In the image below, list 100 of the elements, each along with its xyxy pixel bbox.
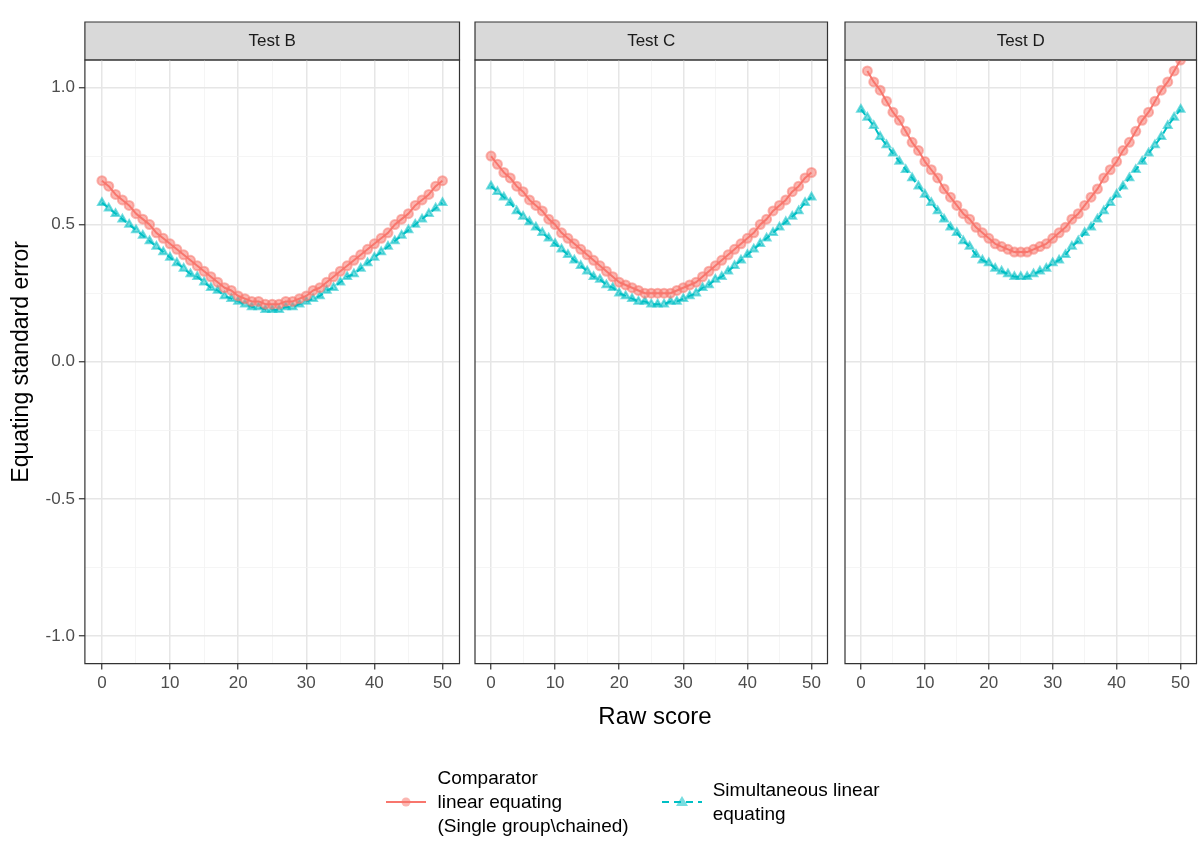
point [1085, 191, 1097, 203]
point [436, 175, 448, 187]
point [761, 232, 772, 242]
point [549, 219, 561, 231]
x-tick-label: 30 [296, 673, 316, 693]
point [575, 260, 586, 270]
point [768, 227, 778, 237]
point [165, 252, 175, 261]
point [1162, 120, 1173, 130]
point [185, 268, 196, 278]
point [938, 183, 950, 195]
point [1028, 268, 1039, 278]
point [874, 84, 886, 96]
x-tick-label: 10 [915, 673, 935, 693]
x-axis-title: Raw score [597, 702, 713, 730]
point [971, 249, 981, 259]
point [205, 271, 217, 283]
point [543, 232, 554, 242]
point [1086, 221, 1096, 231]
y-tick-label: 1.0 [51, 77, 75, 97]
point [748, 243, 759, 253]
point [382, 227, 394, 239]
point [607, 271, 619, 283]
point [178, 263, 189, 272]
point [355, 249, 367, 261]
point [793, 205, 804, 215]
point [588, 271, 599, 280]
point [614, 287, 625, 297]
point [530, 221, 541, 231]
point [861, 65, 873, 77]
point [736, 254, 746, 264]
x-tick-label: 20 [609, 673, 629, 693]
point [536, 205, 548, 217]
x-tick-label: 20 [979, 673, 999, 693]
point [1091, 183, 1103, 195]
point [383, 241, 393, 250]
point [110, 208, 121, 217]
point [1003, 268, 1013, 278]
point [748, 227, 760, 239]
point [1022, 271, 1033, 280]
point [780, 216, 791, 226]
point [505, 197, 516, 206]
point [97, 197, 107, 206]
point [1041, 263, 1052, 272]
point [1168, 65, 1180, 77]
point [633, 295, 644, 305]
point [511, 205, 522, 215]
y-axis-title: Equating standard error [7, 240, 34, 483]
point [1092, 213, 1103, 223]
point [951, 227, 962, 237]
point [409, 199, 421, 211]
point [996, 265, 1007, 275]
x-tick-label: 50 [802, 673, 821, 693]
point [913, 145, 924, 157]
point [1060, 249, 1071, 259]
point [1047, 257, 1058, 267]
point [389, 235, 400, 245]
point [225, 284, 237, 296]
point [805, 166, 817, 178]
point [335, 276, 346, 286]
point [117, 213, 128, 223]
point [620, 290, 631, 300]
point [171, 257, 182, 267]
point [492, 186, 503, 195]
point [926, 197, 937, 206]
point [1143, 147, 1154, 157]
point [524, 216, 535, 226]
point [430, 180, 442, 192]
point [881, 139, 892, 149]
point [582, 265, 593, 275]
y-tick-label: -0.5 [45, 488, 75, 508]
point [355, 263, 366, 272]
point [925, 164, 937, 176]
chart-title: Test B [248, 30, 296, 50]
point [1117, 145, 1129, 157]
point [774, 221, 785, 231]
point [900, 164, 911, 173]
point [137, 230, 148, 239]
point [691, 287, 702, 297]
x-tick-label: 40 [737, 673, 757, 693]
y-tick-label: 0.0 [51, 351, 75, 371]
point [906, 136, 918, 148]
point [1015, 271, 1026, 280]
x-tick-label: 30 [673, 673, 693, 693]
point [868, 120, 879, 130]
point [410, 219, 421, 228]
point [341, 260, 353, 272]
point [951, 199, 963, 211]
point [198, 265, 210, 277]
chart-title: Test C [627, 30, 676, 50]
point [697, 271, 709, 283]
point [1123, 136, 1135, 148]
point [723, 265, 734, 275]
point [396, 230, 407, 239]
point [1079, 227, 1090, 237]
point [773, 199, 785, 211]
point [588, 254, 600, 266]
point [894, 156, 905, 165]
point [868, 76, 880, 88]
point [1162, 76, 1174, 88]
